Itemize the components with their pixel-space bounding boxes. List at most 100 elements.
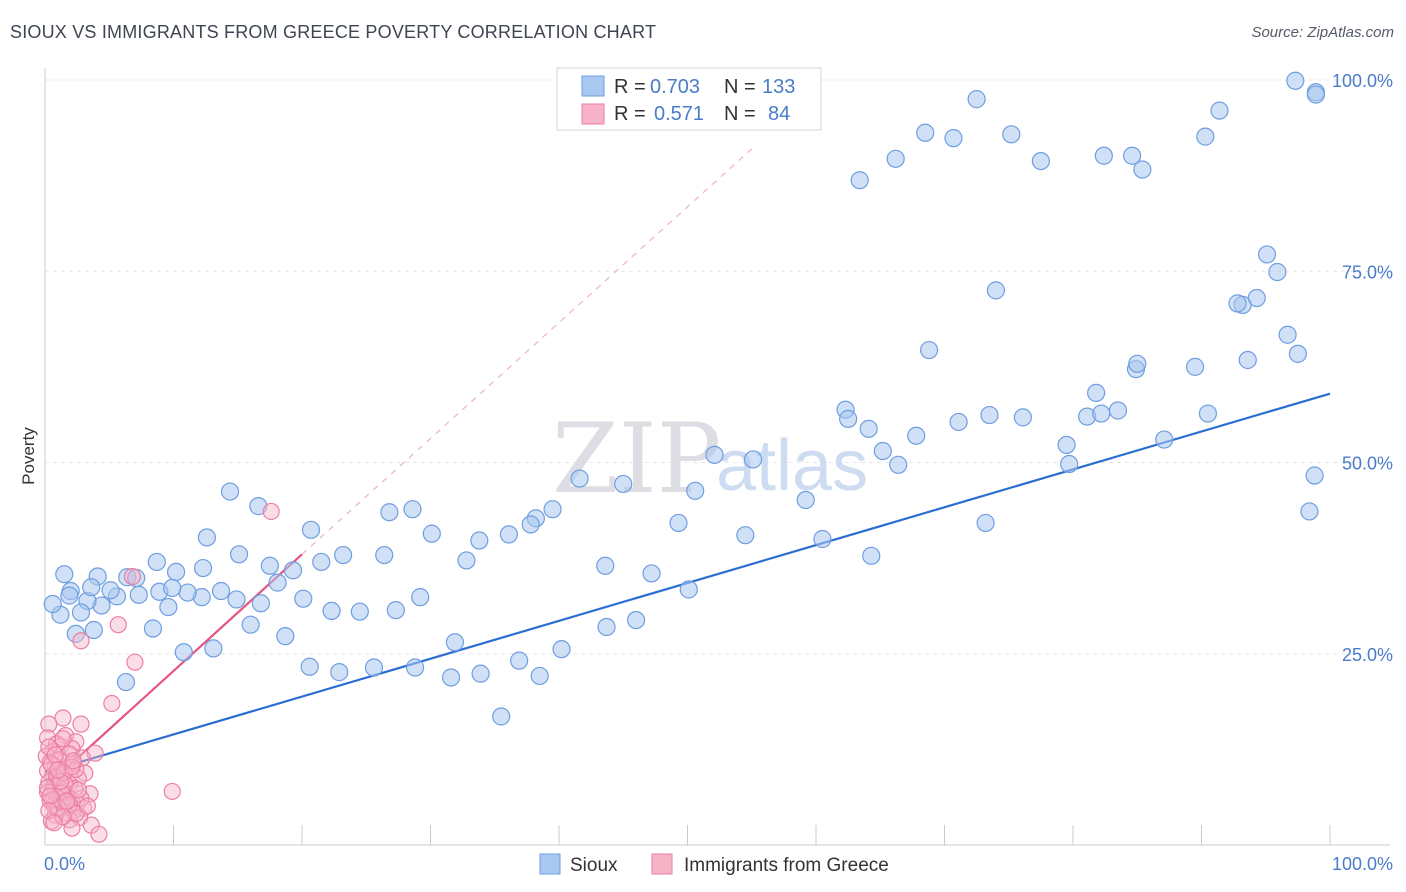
- sioux-point: [441, 668, 461, 687]
- sioux-point: [1002, 125, 1021, 144]
- greece-point: [54, 730, 72, 748]
- sioux-point: [386, 601, 405, 620]
- sioux-point: [886, 149, 905, 168]
- legend-r-value-sioux: 0.703: [650, 76, 700, 98]
- greece-point: [63, 758, 81, 776]
- greece-point: [40, 715, 58, 733]
- sioux-point: [241, 615, 260, 634]
- greece-point: [103, 694, 121, 713]
- y-tick-label: 100.0%: [1332, 71, 1393, 91]
- sioux-point: [796, 490, 815, 510]
- sioux-point: [1133, 160, 1152, 179]
- sioux-point: [1060, 454, 1079, 474]
- sioux-point: [1278, 325, 1297, 344]
- grid-lines: [45, 79, 1390, 655]
- sioux-point: [552, 640, 571, 659]
- sioux-point: [71, 603, 91, 622]
- sioux-point: [1123, 146, 1142, 165]
- sioux-point: [743, 450, 763, 469]
- sioux-point: [143, 619, 163, 638]
- legend-n-value-greece: 84: [768, 103, 790, 125]
- sioux-point: [227, 590, 246, 609]
- greece-point: [163, 782, 181, 801]
- legend-n-label-greece: N =: [724, 103, 756, 125]
- sioux-point: [251, 594, 270, 613]
- sioux-point: [944, 129, 963, 148]
- sioux-point: [457, 551, 476, 570]
- y-tick-labels: 25.0% 50.0% 75.0% 100.0%: [1332, 71, 1393, 665]
- sioux-point: [312, 552, 331, 572]
- sioux-point: [330, 663, 349, 682]
- sioux-point: [626, 610, 646, 630]
- sioux-point: [422, 524, 441, 543]
- sioux-point: [470, 531, 489, 550]
- greece-point: [90, 825, 108, 843]
- sioux-point: [1155, 430, 1174, 449]
- legend-n-label-sioux: N =: [724, 76, 756, 98]
- sioux-point: [642, 564, 661, 583]
- sioux-point: [510, 651, 529, 670]
- sioux-point: [403, 500, 422, 519]
- sioux-point: [530, 666, 549, 686]
- greece-point: [54, 808, 72, 826]
- sioux-point: [375, 545, 394, 565]
- chart-title: SIOUX VS IMMIGRANTS FROM GREECE POVERTY …: [10, 22, 657, 42]
- x-tick-label-min: 0.0%: [44, 854, 85, 874]
- sioux-point: [570, 469, 589, 488]
- sioux-point: [364, 658, 384, 677]
- sioux-point: [129, 585, 148, 604]
- greece-point: [72, 632, 90, 650]
- sioux-point: [596, 556, 615, 575]
- y-tick-label: 25.0%: [1342, 645, 1393, 665]
- x-tick-label-max: 100.0%: [1332, 854, 1393, 874]
- sioux-point: [229, 545, 249, 564]
- sioux-point: [1031, 151, 1050, 171]
- sioux-point: [873, 441, 892, 461]
- y-axis-label: Poverty: [19, 427, 38, 485]
- sioux-point: [43, 594, 62, 614]
- sioux-point: [178, 583, 197, 602]
- sioux-point: [919, 340, 939, 360]
- sioux-point: [116, 672, 136, 692]
- sioux-point: [1087, 383, 1106, 402]
- sioux-point: [193, 558, 213, 578]
- sioux-point: [249, 497, 268, 516]
- bottom-legend-swatch-greece: [651, 853, 673, 875]
- sioux-point: [471, 664, 490, 683]
- bottom-legend-swatch-sioux: [539, 853, 561, 875]
- legend-swatch-sioux: [581, 75, 605, 97]
- sioux-point: [499, 525, 518, 544]
- greece-point: [46, 746, 64, 764]
- sioux-point: [597, 617, 616, 637]
- sioux-point: [204, 639, 223, 658]
- greece-points: [37, 502, 280, 843]
- sioux-point: [445, 633, 465, 652]
- sioux-point: [334, 545, 353, 565]
- sioux-point: [1128, 354, 1147, 373]
- sioux-point: [736, 526, 755, 545]
- legend-n-value-sioux: 133: [762, 76, 795, 98]
- greece-point: [41, 787, 59, 805]
- sioux-point: [1228, 294, 1247, 313]
- sioux-point: [669, 513, 688, 533]
- sioux-point: [1300, 502, 1319, 521]
- legend: R = 0.703 N = 133 R = 0.571 N = 84: [556, 67, 822, 131]
- sioux-point: [862, 546, 881, 565]
- sioux-point: [294, 589, 313, 608]
- sioux-point: [411, 588, 430, 607]
- greece-trend-extension: [301, 148, 753, 555]
- greece-point: [72, 715, 90, 733]
- sioux-point: [1238, 350, 1257, 370]
- sioux-point: [1094, 146, 1113, 165]
- greece-point: [49, 761, 67, 779]
- sioux-point: [949, 412, 968, 432]
- y-tick-label: 50.0%: [1342, 454, 1393, 474]
- sioux-point: [380, 503, 399, 522]
- sioux-point: [220, 482, 240, 501]
- sioux-point: [1268, 262, 1287, 282]
- sioux-point: [1185, 357, 1205, 376]
- sioux-point: [916, 123, 935, 142]
- sioux-point: [174, 643, 193, 662]
- sioux-point: [1257, 245, 1277, 264]
